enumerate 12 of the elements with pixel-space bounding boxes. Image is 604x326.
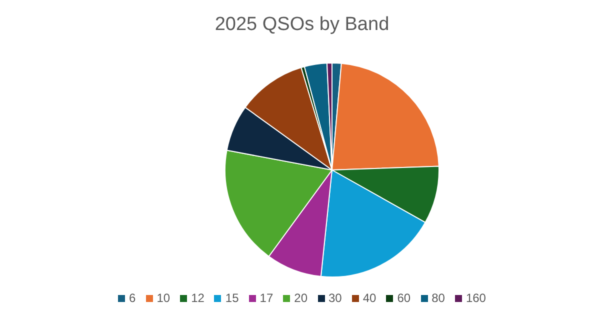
- legend-label: 160: [466, 291, 486, 305]
- legend-label: 60: [397, 291, 411, 305]
- legend-label: 80: [432, 291, 445, 305]
- legend-label: 17: [260, 291, 274, 305]
- legend-label: 6: [129, 291, 136, 305]
- legend-label: 15: [225, 291, 239, 305]
- legend-label: 12: [191, 291, 204, 305]
- legend-label: 40: [362, 291, 376, 305]
- legend-label: 30: [328, 291, 342, 305]
- legend-label: 10: [156, 291, 170, 305]
- legend-label: 20: [294, 291, 308, 305]
- chart-title: 2025 QSOs by Band: [214, 14, 390, 36]
